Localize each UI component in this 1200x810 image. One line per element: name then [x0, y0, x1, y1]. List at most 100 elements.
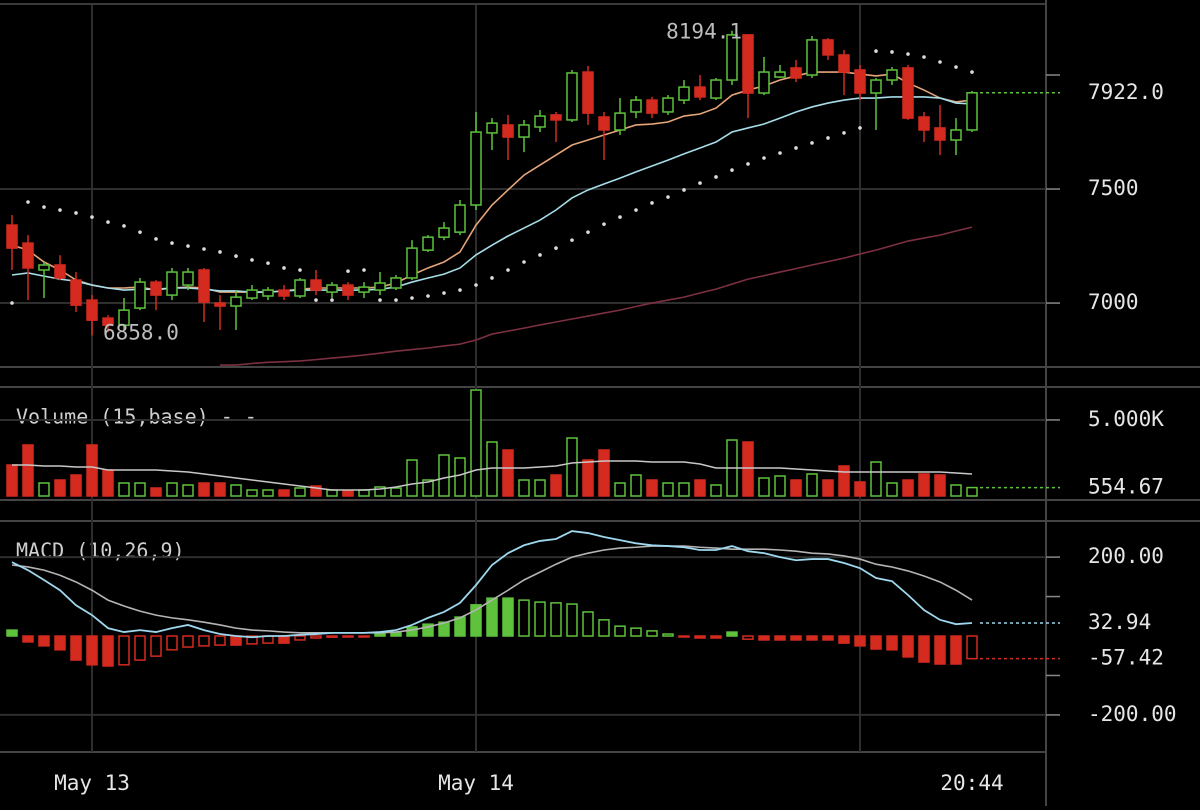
sar-dot	[234, 254, 238, 258]
sar-dot	[794, 146, 798, 150]
last-value-label: 7922.0	[1088, 80, 1164, 104]
volume-bar	[294, 487, 306, 497]
candle-body	[694, 86, 706, 98]
candle-body	[390, 277, 402, 289]
histogram-bar	[22, 635, 34, 643]
candle-body	[406, 247, 418, 279]
volume-bar	[550, 474, 562, 497]
histogram-bar	[358, 635, 370, 638]
sar-dot	[522, 260, 526, 264]
candle-body	[262, 289, 274, 297]
sar-dot	[906, 52, 910, 56]
histogram-bar	[566, 603, 578, 637]
histogram-bar	[198, 635, 210, 647]
candle-body	[6, 224, 18, 249]
candle-body	[102, 317, 114, 326]
histogram-bar	[150, 635, 162, 657]
histogram-bar	[902, 635, 914, 658]
y-tick-label: -200.00	[1088, 702, 1177, 726]
candle-body	[278, 289, 290, 297]
histogram-bar	[278, 635, 290, 644]
histogram-bar	[646, 630, 658, 637]
candle-body	[86, 299, 98, 321]
volume-bar	[422, 479, 434, 497]
candle-body	[710, 79, 722, 99]
candle-body	[870, 79, 882, 94]
last-value-label: 32.94	[1088, 610, 1151, 634]
volume-bar	[966, 486, 978, 497]
histogram-bar	[966, 635, 978, 660]
candle-body	[614, 112, 626, 131]
histogram-bar	[502, 597, 514, 637]
volume-bar	[854, 481, 866, 497]
sar-dot	[474, 283, 478, 287]
histogram-bar	[454, 616, 466, 637]
sar-dot	[298, 268, 302, 272]
histogram-bar	[86, 635, 98, 666]
candle-body	[646, 99, 658, 114]
histogram-bar	[838, 635, 850, 644]
volume-bar	[790, 479, 802, 497]
candle-body	[518, 124, 530, 138]
volume-bar	[438, 454, 450, 497]
sar-dot	[154, 237, 158, 241]
moving-average-line	[220, 226, 973, 366]
sar-dot	[346, 269, 350, 273]
candle-body	[246, 289, 258, 299]
candle-body	[806, 39, 818, 76]
sar-dot	[970, 70, 974, 74]
sar-dot	[10, 301, 14, 305]
sar-dot	[362, 268, 366, 272]
volume-title: Volume (15,base) - -	[16, 405, 257, 429]
histogram-bar	[710, 635, 722, 639]
volume-bar	[182, 484, 194, 497]
histogram-bar	[534, 601, 546, 637]
volume-bar	[774, 475, 786, 497]
sar-dot	[202, 247, 206, 251]
volume-bar	[838, 465, 850, 497]
volume-bar	[390, 487, 402, 497]
histogram-bar	[822, 635, 834, 641]
volume-bar	[598, 449, 610, 497]
volume-bar	[694, 479, 706, 497]
sar-dot	[58, 208, 62, 212]
volume-bar	[918, 473, 930, 497]
volume-bar	[582, 459, 594, 497]
histogram-bar	[342, 635, 354, 638]
sar-dot	[938, 60, 942, 64]
candle-body	[534, 115, 546, 128]
candle-body	[422, 236, 434, 251]
sar-dot	[698, 181, 702, 185]
volume-bar	[6, 464, 18, 497]
sar-dot	[42, 205, 46, 209]
histogram-bar	[694, 635, 706, 639]
histogram-bar	[582, 611, 594, 637]
sar-dot	[106, 220, 110, 224]
volume-bar	[262, 489, 274, 497]
volume-bar	[22, 444, 34, 497]
volume-bar	[374, 486, 386, 497]
volume-bar	[342, 490, 354, 497]
histogram-bar	[134, 635, 146, 661]
candle-body	[838, 54, 850, 73]
volume-bar	[118, 482, 130, 497]
sar-dot	[714, 175, 718, 179]
volume-bar	[230, 484, 242, 497]
candle-body	[294, 279, 306, 297]
high-annotation: 8194.1	[666, 20, 742, 44]
histogram-bar	[214, 635, 226, 646]
sar-dot	[858, 126, 862, 130]
sar-dot	[922, 55, 926, 59]
histogram-bar	[886, 635, 898, 651]
volume-bar	[886, 482, 898, 497]
last-value-label: 554.67	[1088, 475, 1164, 499]
sar-dot	[394, 298, 398, 302]
sar-dot	[666, 195, 670, 199]
candle-body	[358, 286, 370, 293]
candle-body	[598, 116, 610, 131]
sar-dot	[570, 238, 574, 242]
volume-average-line	[12, 460, 973, 491]
